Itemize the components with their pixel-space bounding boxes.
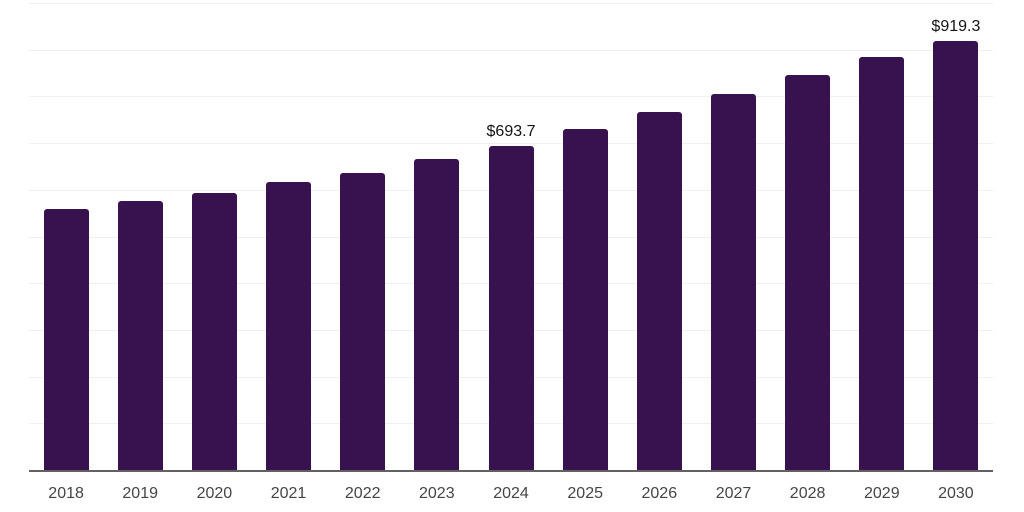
x-tick-label-2025: 2025 [567, 485, 603, 502]
x-tick-label-2027: 2027 [715, 485, 752, 502]
bar-2027 [711, 93, 756, 470]
x-tick-label-2029: 2029 [864, 485, 900, 502]
x-tick-label-2024: 2024 [493, 485, 529, 502]
x-tick-label-2028: 2028 [789, 485, 826, 502]
x-tick-label-2019: 2019 [122, 485, 158, 502]
bar-2023 [414, 159, 460, 470]
gridline-1000 [29, 3, 993, 4]
bar-2022 [340, 172, 386, 470]
data-label-2024: $693.7 [486, 123, 536, 140]
bar-2026 [636, 111, 682, 470]
x-tick-label-2030: 2030 [938, 485, 974, 502]
data-label-2030: $919.3 [931, 17, 981, 35]
x-axis-line [29, 470, 993, 472]
bar-2019 [117, 200, 163, 470]
bar-2021 [266, 182, 311, 470]
gridline-900 [29, 49, 993, 51]
x-tick-label-2023: 2023 [419, 485, 455, 502]
x-tick-label-2021: 2021 [270, 485, 307, 502]
bar-2028 [785, 74, 831, 470]
bar-2030 [933, 40, 979, 470]
bar-2029 [859, 56, 905, 470]
x-tick-label-2020: 2020 [196, 485, 233, 502]
bar-2018 [43, 209, 89, 470]
x-tick-label-2026: 2026 [641, 485, 678, 502]
bar-2025 [562, 128, 608, 470]
gridline-700 [29, 143, 993, 145]
bar-2024 [488, 146, 534, 470]
x-tick-label-2018: 2018 [48, 485, 84, 502]
x-tick-label-2022: 2022 [344, 485, 381, 502]
gridline-800 [29, 96, 993, 98]
bar-2020 [191, 192, 237, 470]
